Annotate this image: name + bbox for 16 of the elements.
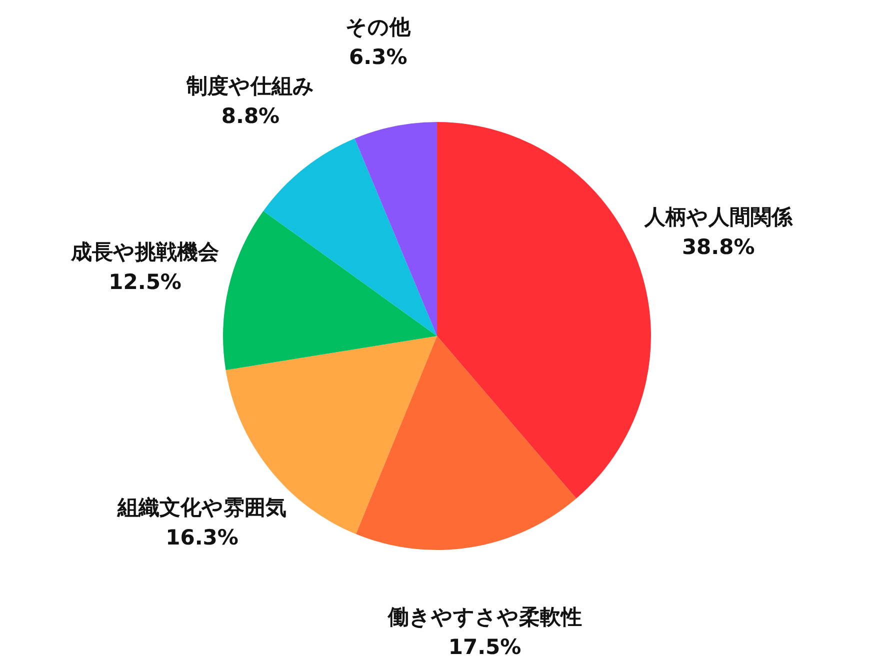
slice-label: 組織文化や雰囲気	[116, 496, 287, 520]
data-label: 12.5%	[108, 270, 182, 294]
slice-label: 制度や仕組み	[185, 74, 314, 98]
slice-label: 人柄や人間関係	[643, 204, 794, 229]
data-label: 6.3%	[349, 44, 408, 69]
data-label: 17.5%	[448, 635, 522, 660]
pie-slice	[354, 122, 437, 336]
pie-slice	[223, 210, 437, 370]
slice-label: 働きやすさや柔軟性	[386, 605, 582, 630]
pie-slice	[356, 336, 576, 550]
slice-label: 成長や挑戦機会	[70, 240, 220, 264]
pie-slice	[263, 138, 437, 336]
slice-label: その他	[346, 14, 412, 39]
data-label: 38.8%	[682, 234, 755, 259]
data-label: 8.8%	[221, 104, 280, 128]
data-label: 16.3%	[166, 526, 238, 550]
